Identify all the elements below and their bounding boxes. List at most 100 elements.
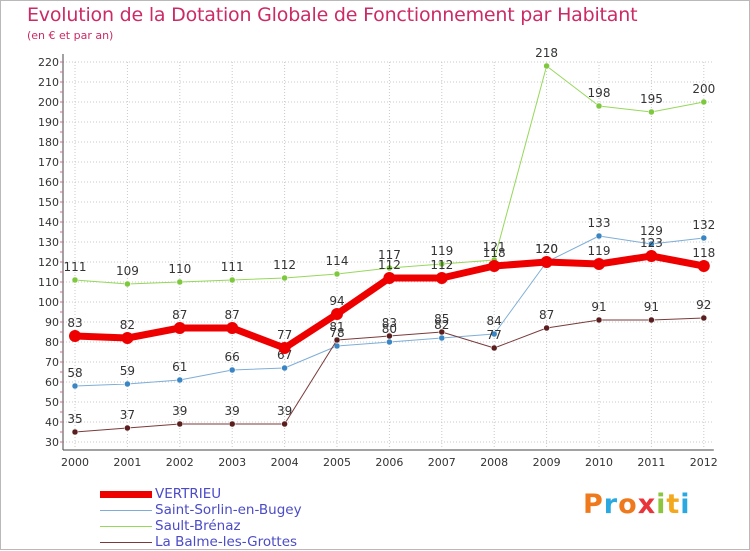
- data-point: [488, 260, 501, 272]
- data-label: 39: [172, 404, 187, 418]
- y-tick-label: 140: [38, 216, 59, 229]
- y-tick-label: 190: [38, 116, 59, 129]
- data-point: [176, 376, 184, 384]
- y-tick-label: 60: [45, 376, 59, 389]
- y-tick-label: 80: [45, 336, 59, 349]
- data-label: 112: [273, 258, 296, 272]
- y-tick-label: 130: [38, 236, 59, 249]
- data-label: 82: [434, 318, 449, 332]
- data-point: [383, 272, 396, 284]
- data-label: 80: [382, 322, 397, 336]
- data-point: [124, 280, 131, 288]
- data-point: [438, 260, 446, 268]
- data-label: 94: [329, 294, 344, 308]
- y-tick-label: 200: [38, 96, 59, 109]
- data-label: 109: [116, 264, 139, 278]
- proxiti-logo: Proxiti: [583, 489, 691, 520]
- data-point: [700, 234, 708, 242]
- data-point: [124, 380, 131, 388]
- data-label: 121: [483, 240, 506, 254]
- x-tick-label: 2006: [375, 456, 403, 469]
- data-label: 119: [430, 244, 453, 258]
- data-point: [71, 382, 79, 390]
- data-point: [331, 308, 343, 320]
- data-label: 35: [67, 412, 82, 426]
- data-point: [697, 260, 710, 272]
- data-point: [71, 428, 79, 436]
- data-point: [333, 336, 341, 344]
- x-tick-label: 2012: [690, 456, 718, 469]
- data-point: [595, 316, 603, 324]
- data-point: [386, 264, 393, 272]
- data-label: 118: [483, 246, 506, 260]
- data-point: [69, 330, 81, 342]
- data-point: [595, 102, 603, 110]
- x-tick-label: 2005: [323, 456, 351, 469]
- logo-letter: r: [603, 489, 619, 520]
- data-label: 112: [378, 258, 401, 272]
- data-label: 91: [644, 300, 659, 314]
- data-label: 200: [692, 82, 715, 96]
- data-point: [700, 98, 708, 106]
- y-tick-label: 70: [45, 356, 59, 369]
- data-point: [281, 420, 288, 428]
- data-point: [278, 342, 291, 354]
- data-label: 61: [172, 360, 187, 374]
- legend-swatch: [100, 542, 152, 543]
- data-label: 39: [225, 404, 240, 418]
- legend-label: Saint-Sorlin-en-Bugey: [155, 502, 302, 518]
- legend-item-sault-brenaz: Sault-Brénaz: [100, 518, 360, 535]
- legend: VERTRIEU Saint-Sorlin-en-Bugey Sault-Bré…: [100, 486, 360, 551]
- data-label: 87: [225, 308, 240, 322]
- y-tick-label: 160: [38, 176, 59, 189]
- legend-item-vertrieu: VERTRIEU: [100, 486, 360, 503]
- data-point: [281, 274, 288, 282]
- data-label: 77: [277, 328, 292, 342]
- data-label: 84: [487, 314, 502, 328]
- x-tick-label: 2000: [61, 456, 89, 469]
- data-point: [226, 322, 239, 334]
- x-tick-label: 2004: [271, 456, 299, 469]
- y-tick-label: 40: [45, 416, 59, 429]
- data-label: 120: [535, 242, 558, 256]
- data-point: [438, 334, 446, 342]
- data-point: [700, 314, 708, 322]
- data-label: 83: [67, 316, 82, 330]
- data-point: [593, 258, 605, 270]
- data-point: [386, 338, 393, 346]
- data-label: 39: [277, 404, 292, 418]
- y-tick-label: 50: [45, 396, 59, 409]
- data-label: 87: [172, 308, 187, 322]
- y-tick-label: 30: [45, 436, 59, 449]
- data-label: 83: [382, 316, 397, 330]
- data-point: [333, 270, 341, 278]
- data-point: [540, 256, 553, 268]
- data-point: [648, 316, 655, 324]
- data-label: 87: [539, 308, 554, 322]
- data-point: [595, 232, 603, 240]
- data-point: [173, 322, 186, 334]
- data-label: 123: [640, 236, 663, 250]
- data-point: [648, 240, 655, 248]
- data-label: 85: [434, 312, 449, 326]
- data-label: 78: [329, 326, 344, 340]
- legend-item-saint-sorlin: Saint-Sorlin-en-Bugey: [100, 502, 360, 519]
- x-tick-label: 2009: [533, 456, 561, 469]
- data-label: 198: [588, 86, 611, 100]
- x-tick-label: 2002: [166, 456, 194, 469]
- data-point: [435, 272, 448, 284]
- legend-swatch: [100, 526, 152, 527]
- data-point: [176, 278, 184, 286]
- legend-swatch: [100, 510, 152, 511]
- x-tick-label: 2001: [113, 456, 141, 469]
- logo-letter: x: [637, 489, 657, 520]
- data-label: 118: [692, 246, 715, 260]
- data-point: [490, 344, 498, 352]
- data-point: [71, 276, 79, 284]
- x-tick-label: 2003: [218, 456, 246, 469]
- logo-letter: P: [583, 489, 604, 520]
- y-tick-label: 110: [38, 276, 59, 289]
- chart-title: Evolution de la Dotation Globale de Fonc…: [27, 4, 638, 26]
- data-point: [543, 324, 550, 332]
